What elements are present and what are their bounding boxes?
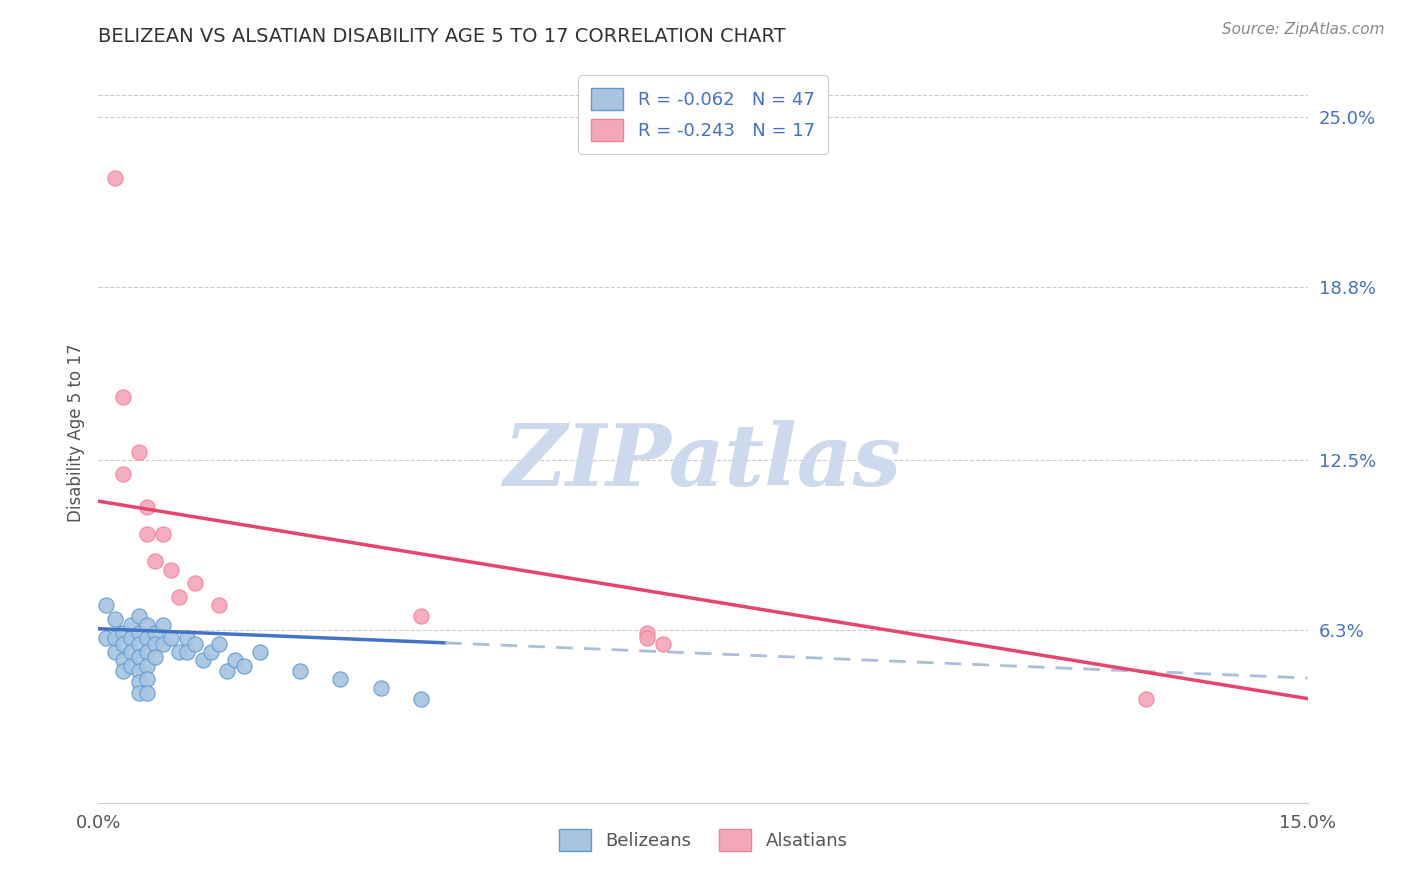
Point bbox=[120, 617, 142, 632]
Point bbox=[143, 637, 166, 651]
Point bbox=[208, 599, 231, 613]
Point bbox=[167, 590, 190, 604]
Point bbox=[249, 645, 271, 659]
Point bbox=[143, 554, 166, 568]
Point bbox=[111, 637, 134, 651]
Point bbox=[1135, 691, 1157, 706]
Point bbox=[135, 617, 157, 632]
Point bbox=[143, 650, 166, 665]
Point bbox=[103, 170, 125, 185]
Point bbox=[111, 653, 134, 667]
Point bbox=[152, 637, 174, 651]
Point bbox=[120, 632, 142, 646]
Point bbox=[135, 632, 157, 646]
Point bbox=[636, 625, 658, 640]
Point bbox=[128, 664, 150, 678]
Point bbox=[160, 563, 183, 577]
Point bbox=[329, 673, 352, 687]
Text: BELIZEAN VS ALSATIAN DISABILITY AGE 5 TO 17 CORRELATION CHART: BELIZEAN VS ALSATIAN DISABILITY AGE 5 TO… bbox=[98, 27, 786, 45]
Point bbox=[135, 658, 157, 673]
Point bbox=[152, 617, 174, 632]
Point bbox=[184, 637, 207, 651]
Point bbox=[111, 467, 134, 481]
Point bbox=[193, 653, 215, 667]
Point bbox=[409, 609, 432, 624]
Point bbox=[128, 637, 150, 651]
Point bbox=[135, 527, 157, 541]
Point bbox=[120, 658, 142, 673]
Point bbox=[184, 576, 207, 591]
Legend: Belizeans, Alsatians: Belizeans, Alsatians bbox=[550, 821, 856, 861]
Point bbox=[135, 645, 157, 659]
Point bbox=[217, 664, 239, 678]
Point bbox=[208, 637, 231, 651]
Point bbox=[288, 664, 311, 678]
Point bbox=[176, 632, 198, 646]
Point bbox=[111, 390, 134, 404]
Point bbox=[128, 445, 150, 459]
Point bbox=[370, 681, 392, 695]
Point bbox=[232, 658, 254, 673]
Text: Source: ZipAtlas.com: Source: ZipAtlas.com bbox=[1222, 22, 1385, 37]
Point bbox=[120, 645, 142, 659]
Point bbox=[135, 500, 157, 514]
Point bbox=[143, 625, 166, 640]
Point bbox=[135, 686, 157, 700]
Point bbox=[103, 645, 125, 659]
Point bbox=[135, 673, 157, 687]
Point bbox=[111, 664, 134, 678]
Point bbox=[96, 632, 118, 646]
Point bbox=[128, 675, 150, 690]
Point bbox=[103, 612, 125, 626]
Point bbox=[636, 632, 658, 646]
Point bbox=[176, 645, 198, 659]
Point bbox=[96, 599, 118, 613]
Point bbox=[128, 609, 150, 624]
Point bbox=[152, 527, 174, 541]
Point bbox=[167, 645, 190, 659]
Y-axis label: Disability Age 5 to 17: Disability Age 5 to 17 bbox=[66, 343, 84, 522]
Point bbox=[224, 653, 246, 667]
Point bbox=[200, 645, 222, 659]
Point bbox=[128, 650, 150, 665]
Point bbox=[160, 632, 183, 646]
Point bbox=[103, 632, 125, 646]
Text: ZIPatlas: ZIPatlas bbox=[503, 420, 903, 504]
Point bbox=[651, 637, 673, 651]
Point bbox=[409, 691, 432, 706]
Point bbox=[128, 625, 150, 640]
Point bbox=[128, 686, 150, 700]
Point bbox=[111, 625, 134, 640]
